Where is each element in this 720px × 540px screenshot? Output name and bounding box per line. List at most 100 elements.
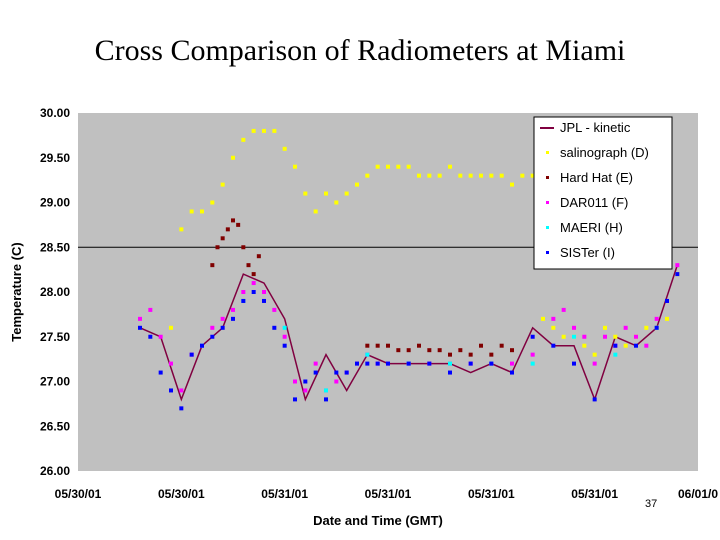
y-tick-label: 29.00	[40, 196, 70, 210]
data-point	[613, 343, 618, 348]
data-point	[520, 173, 525, 178]
legend-swatch	[546, 226, 549, 229]
data-point	[530, 352, 535, 357]
legend-swatch	[546, 251, 549, 254]
data-point	[236, 222, 241, 227]
legend-items: JPL - kinetic salinograph (D) Hard Hat (E)…	[540, 120, 649, 260]
data-point	[225, 227, 230, 232]
legend-label: salinograph (D)	[560, 145, 649, 160]
data-point	[510, 361, 514, 366]
data-point	[634, 343, 638, 348]
data-point	[458, 348, 463, 353]
data-point	[530, 334, 535, 339]
data-point	[200, 343, 204, 348]
data-point	[654, 325, 659, 330]
data-point	[665, 316, 669, 321]
data-point	[246, 263, 251, 268]
legend-label: DAR011 (F)	[560, 195, 628, 210]
data-point	[303, 191, 308, 196]
data-point	[210, 325, 215, 330]
data-point	[282, 334, 287, 339]
data-point	[510, 182, 514, 187]
data-point	[272, 128, 277, 133]
data-point	[262, 290, 266, 294]
legend-label: Hard Hat (E)	[560, 170, 633, 185]
data-point	[541, 316, 545, 321]
data-point	[530, 361, 535, 366]
data-point	[479, 173, 483, 178]
y-tick-label: 27.50	[40, 330, 70, 344]
data-point	[313, 361, 318, 366]
data-point	[355, 361, 359, 366]
data-point	[220, 316, 225, 321]
y-tick-label: 28.50	[40, 240, 70, 254]
data-point	[334, 379, 339, 384]
data-point	[551, 343, 556, 348]
data-point	[592, 397, 597, 402]
data-point	[448, 370, 452, 375]
data-point	[241, 137, 246, 142]
data-point	[324, 191, 328, 196]
data-point	[386, 361, 390, 366]
data-point	[344, 191, 349, 196]
data-point	[561, 334, 566, 339]
series-layer	[138, 128, 680, 411]
data-point	[499, 343, 504, 348]
slide-title: Cross Comparison of Radiometers at Miami	[94, 34, 626, 67]
data-point	[179, 388, 184, 393]
data-point	[231, 316, 235, 321]
data-point	[293, 397, 297, 402]
legend: JPL - kinetic salinograph (D) Hard Hat (E)…	[533, 116, 673, 270]
data-point	[458, 173, 463, 178]
data-point	[427, 173, 432, 178]
data-point	[303, 388, 308, 393]
data-point	[169, 361, 173, 366]
data-point	[437, 173, 442, 178]
data-point	[220, 236, 225, 241]
y-tick-label: 30.00	[40, 106, 70, 120]
data-point	[210, 334, 215, 339]
data-point	[592, 352, 597, 357]
data-point	[189, 352, 194, 357]
data-point	[623, 325, 628, 330]
data-point	[572, 325, 576, 330]
x-tick-label: 05/31/01	[261, 487, 308, 501]
data-point	[313, 209, 318, 214]
data-point	[675, 272, 680, 277]
data-point	[406, 348, 411, 353]
data-point	[468, 173, 473, 178]
data-point	[256, 254, 261, 259]
data-point	[231, 307, 235, 312]
data-point	[479, 343, 483, 348]
data-point	[324, 388, 328, 393]
data-point	[282, 343, 287, 348]
data-point	[582, 343, 587, 348]
data-point	[561, 307, 566, 312]
data-point	[375, 361, 380, 366]
y-tick-label: 26.00	[40, 464, 70, 478]
data-point	[241, 298, 246, 303]
data-point	[592, 361, 597, 366]
data-point	[448, 361, 452, 366]
data-point	[220, 182, 225, 187]
data-point	[417, 343, 421, 348]
data-point	[634, 334, 638, 339]
data-point	[231, 218, 235, 223]
legend-box	[533, 116, 673, 270]
data-point	[510, 370, 514, 375]
data-point	[293, 379, 297, 384]
data-point	[603, 334, 607, 339]
x-tick-label: 05/31/01	[468, 487, 515, 501]
data-point	[386, 343, 390, 348]
data-point	[448, 352, 452, 357]
data-point	[148, 334, 153, 339]
data-point	[623, 343, 628, 348]
y-tick-labels: 30.00 29.50 29.00 28.50 28.00 27.50 27.00 26.50…	[40, 106, 70, 478]
data-point	[282, 325, 287, 330]
data-point	[158, 334, 163, 339]
data-point	[613, 334, 618, 339]
data-point	[396, 348, 401, 353]
legend-swatch	[546, 176, 549, 179]
data-point	[551, 325, 556, 330]
